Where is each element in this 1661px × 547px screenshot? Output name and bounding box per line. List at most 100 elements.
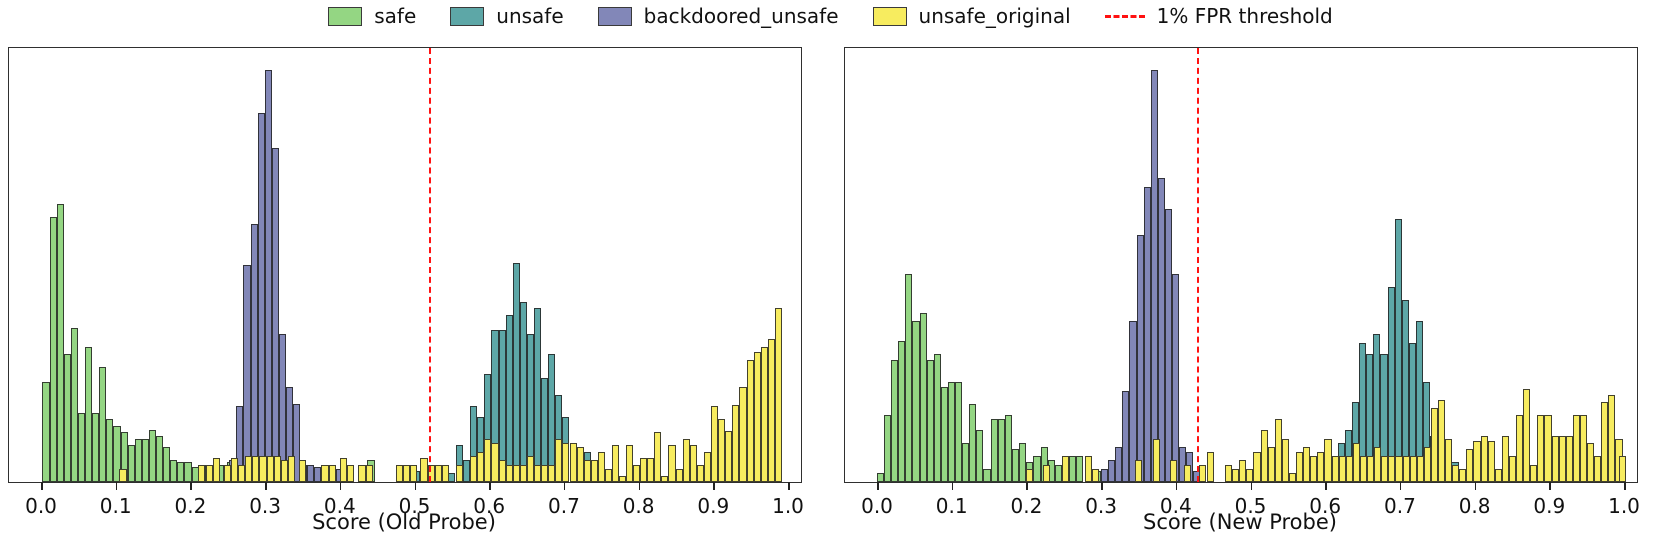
unsafe_original-histogram-bar: [455, 464, 463, 482]
safe-histogram-bar: [940, 386, 948, 482]
backdoored_unsafe-histogram-bar: [307, 464, 315, 482]
unsafe_original-histogram-bar: [1494, 468, 1502, 482]
x-axis-tick-label: 0.7: [1383, 494, 1416, 518]
unsafe_original-histogram-bar: [358, 464, 366, 482]
unsafe_original-histogram-bar: [224, 464, 232, 482]
safe-histogram-bar: [919, 312, 927, 482]
unsafe_original-histogram-bar: [583, 460, 591, 482]
unsafe_original-histogram-bar: [298, 460, 306, 482]
backdoored_unsafe-histogram-bar: [1164, 208, 1173, 482]
backdoored_unsafe-histogram-bar: [1122, 390, 1130, 482]
safe-histogram-bar: [990, 419, 998, 482]
unsafe_original-histogram-bar: [675, 468, 683, 482]
unsafe-histogram-bar: [534, 308, 542, 482]
safe-histogram-bar: [912, 321, 920, 482]
backdoored_unsafe-histogram-bar: [314, 466, 322, 482]
unsafe_original-histogram-bar: [597, 451, 605, 482]
unsafe_original-histogram-bar: [1587, 442, 1595, 482]
legend-label: unsafe_original: [918, 4, 1071, 28]
safe-histogram-bar: [976, 429, 984, 482]
safe-histogram-bar: [170, 460, 178, 482]
unsafe_original-histogram-bar: [1374, 447, 1382, 482]
backdoored-unsafe-swatch-icon: [597, 6, 632, 26]
unsafe_original-histogram-bar: [1572, 414, 1580, 482]
unsafe_original-histogram-bar: [339, 458, 347, 482]
unsafe_original-histogram-bar: [1043, 464, 1051, 482]
unsafe_original-histogram-bar: [328, 464, 336, 482]
safe-histogram-bar: [1054, 464, 1062, 482]
legend-item-threshold: 1% FPR threshold: [1104, 6, 1333, 26]
x-axis-tick: [414, 482, 416, 490]
unsafe_original-histogram-bar: [625, 445, 633, 482]
x-axis-tick: [41, 482, 43, 490]
unsafe_original-histogram-bar: [259, 455, 267, 482]
unsafe_original-histogram-bar: [526, 455, 535, 482]
backdoored_unsafe-histogram-bar: [250, 223, 258, 482]
safe-histogram-bar: [141, 438, 149, 482]
unsafe_original-histogram-bar: [1381, 455, 1389, 482]
safe-histogram-bar: [49, 217, 57, 482]
unsafe_original-histogram-bar: [1260, 429, 1268, 482]
unsafe_original-histogram-bar: [205, 464, 213, 482]
backdoored_unsafe-histogram-bar: [1157, 178, 1165, 482]
legend: safe unsafe backdoored_unsafe unsafe_ori…: [0, 6, 1661, 26]
unsafe_original-histogram-bar: [732, 404, 740, 482]
unsafe_original-histogram-bar: [569, 442, 577, 482]
x-axis-tick: [1175, 482, 1178, 490]
unsafe-histogram-bar: [505, 314, 513, 482]
unsafe-histogram-bar: [512, 262, 520, 482]
unsafe_original-histogram-bar: [1281, 438, 1289, 482]
x-axis-tick-label: 0.8: [622, 494, 655, 518]
unsafe_original-histogram-bar: [1338, 455, 1346, 482]
unsafe_original-histogram-bar: [562, 442, 570, 482]
unsafe_original-histogram-bar: [252, 455, 260, 482]
unsafe_original-histogram-bar: [682, 438, 690, 482]
unsafe_original-histogram-bar: [434, 464, 442, 482]
unsafe_original-histogram-bar: [402, 464, 410, 482]
x-axis-tick: [877, 482, 879, 490]
x-axis-tick-label: 1.0: [772, 494, 804, 518]
unsafe_original-histogram-bar: [746, 360, 754, 482]
unsafe_original-histogram-bar: [519, 464, 527, 482]
x-axis-tick-label: 0.4: [1159, 494, 1192, 518]
safe-histogram-bar: [1076, 455, 1084, 482]
safe-histogram-bar: [891, 360, 899, 482]
unsafe_original-histogram-bar: [1359, 455, 1368, 482]
unsafe_original-histogram-bar: [1409, 455, 1417, 482]
unsafe-histogram-bar: [519, 301, 527, 482]
safe-histogram-bar: [969, 403, 977, 482]
safe-histogram-bar: [898, 340, 906, 482]
unsafe_original-histogram-bar: [555, 438, 563, 482]
safe-histogram-bar: [106, 419, 114, 482]
x-axis-tick: [1474, 482, 1477, 490]
unsafe_original-histogram-bar: [1232, 468, 1240, 482]
unsafe_original-histogram-bar: [1091, 468, 1099, 482]
unsafe_original-histogram-bar: [420, 458, 428, 482]
x-axis-tick-label: 0.3: [1085, 494, 1117, 518]
safe-histogram-bar: [1018, 442, 1027, 482]
x-axis-tick-label: 1.0: [1608, 494, 1640, 518]
unsafe_original-histogram-bar: [590, 460, 598, 482]
unsafe_original-histogram-bar: [1026, 468, 1034, 482]
safe-histogram-bar: [56, 204, 64, 482]
right-plot-xlabel: Score (New Probe): [1143, 510, 1337, 534]
unsafe_original-histogram-bar: [410, 464, 418, 482]
unsafe_original-histogram-bar: [1473, 440, 1481, 482]
x-axis-tick: [638, 482, 641, 490]
x-axis-tick: [1101, 482, 1103, 490]
safe-histogram-bar: [113, 425, 121, 482]
x-axis-tick-label: 0.4: [323, 494, 356, 518]
unsafe_original-histogram-bar: [1239, 460, 1247, 482]
x-axis-tick-label: 0.1: [935, 494, 968, 518]
unsafe-histogram-bar: [498, 330, 506, 482]
x-axis-tick-label: 0.9: [1533, 494, 1566, 518]
unsafe_original-histogram-bar: [1437, 399, 1446, 482]
x-axis-tick: [951, 482, 954, 490]
safe-swatch-icon: [328, 6, 363, 26]
unsafe_original-histogram-bar: [1324, 438, 1332, 482]
backdoored_unsafe-histogram-bar: [243, 265, 251, 482]
backdoored_unsafe-histogram-bar: [1115, 447, 1123, 482]
unsafe_original-histogram-bar: [534, 464, 542, 482]
x-axis-tick-label: 0.5: [1234, 494, 1267, 518]
unsafe_original-histogram-bar: [753, 351, 761, 482]
